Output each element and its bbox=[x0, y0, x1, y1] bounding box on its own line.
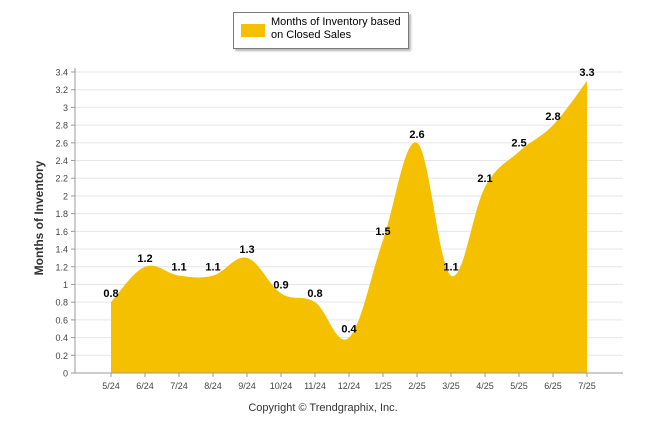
y-tick-label: 2.8 bbox=[55, 121, 68, 131]
y-tick-label: 1.8 bbox=[55, 209, 68, 219]
x-tick-label: 1/25 bbox=[374, 381, 392, 391]
data-label: 0.8 bbox=[103, 288, 118, 300]
series-area bbox=[111, 80, 587, 374]
x-tick-label: 11/24 bbox=[304, 381, 326, 391]
data-label: 0.8 bbox=[307, 288, 322, 300]
x-tick-label: 4/25 bbox=[476, 381, 494, 391]
x-tick-label: 6/25 bbox=[544, 381, 562, 391]
copyright-text: Copyright © Trendgraphix, Inc. bbox=[248, 402, 398, 414]
x-tick-label: 5/25 bbox=[510, 381, 528, 391]
legend: Months of Inventory based on Closed Sale… bbox=[233, 12, 409, 49]
data-label: 1.1 bbox=[443, 262, 458, 274]
x-tick-label: 6/24 bbox=[136, 381, 154, 391]
y-tick-label: 0.2 bbox=[55, 351, 68, 361]
y-tick-label: 3.4 bbox=[55, 68, 68, 78]
y-tick-label: 1.2 bbox=[55, 262, 68, 272]
legend-swatch bbox=[241, 24, 265, 37]
data-label: 1.1 bbox=[171, 262, 186, 274]
y-tick-label: 2.6 bbox=[55, 138, 68, 148]
x-tick-label: 5/24 bbox=[102, 381, 120, 391]
x-tick-labels: 5/24 6/24 7/24 8/24 9/24 10/24 11/24 12/24 1/25 2… bbox=[102, 373, 596, 391]
x-tick-label: 10/24 bbox=[270, 381, 293, 391]
legend-label: Months of Inventory based on Closed Sale… bbox=[271, 16, 401, 41]
data-label: 1.1 bbox=[205, 262, 220, 274]
data-label: 2.5 bbox=[511, 138, 526, 150]
y-tick-label: 0.6 bbox=[55, 315, 68, 325]
x-tick-label: 8/24 bbox=[204, 381, 222, 391]
y-tick-label: 1.6 bbox=[55, 227, 68, 237]
data-label: 1.3 bbox=[239, 244, 254, 256]
x-tick-label: 9/24 bbox=[238, 381, 256, 391]
data-label: 3.3 bbox=[579, 67, 594, 79]
y-axis-title: Months of Inventory bbox=[32, 160, 46, 275]
data-labels: 0.8 1.2 1.1 1.1 1.3 0.9 0.8 0.4 1.5 2.6 1.1 2.1 2.5 2… bbox=[103, 67, 594, 336]
data-label: 2.8 bbox=[545, 111, 560, 123]
y-tick-label: 0.4 bbox=[55, 333, 68, 343]
data-label: 0.4 bbox=[341, 324, 357, 336]
y-tick-label: 0 bbox=[63, 369, 68, 379]
y-tick-label: 1.4 bbox=[55, 245, 68, 255]
y-tick-label: 3.2 bbox=[55, 85, 68, 95]
y-tick-label: 2.4 bbox=[55, 156, 68, 166]
y-tick-label: 1 bbox=[63, 280, 68, 290]
x-tick-label: 2/25 bbox=[408, 381, 426, 391]
data-label: 2.1 bbox=[477, 173, 492, 185]
y-tick-label: 2 bbox=[63, 191, 68, 201]
data-label: 1.5 bbox=[375, 226, 390, 238]
data-label: 0.9 bbox=[273, 279, 288, 291]
y-tick-label: 2.2 bbox=[55, 174, 68, 184]
data-label: 1.2 bbox=[137, 253, 152, 265]
x-tick-label: 7/25 bbox=[578, 381, 596, 391]
y-tick-label: 3 bbox=[63, 103, 68, 113]
x-tick-label: 7/24 bbox=[170, 381, 188, 391]
x-tick-label: 12/24 bbox=[338, 381, 361, 391]
x-tick-label: 3/25 bbox=[442, 381, 460, 391]
data-label: 2.6 bbox=[409, 129, 424, 141]
y-tick-label: 0.8 bbox=[55, 298, 68, 308]
y-tick-labels: 0 0.2 0.4 0.6 0.8 1 1.2 1.4 1.6 1.8 2 2.2 2.4 2.6 2.8 3… bbox=[55, 68, 75, 379]
series-area-fill bbox=[111, 80, 587, 374]
